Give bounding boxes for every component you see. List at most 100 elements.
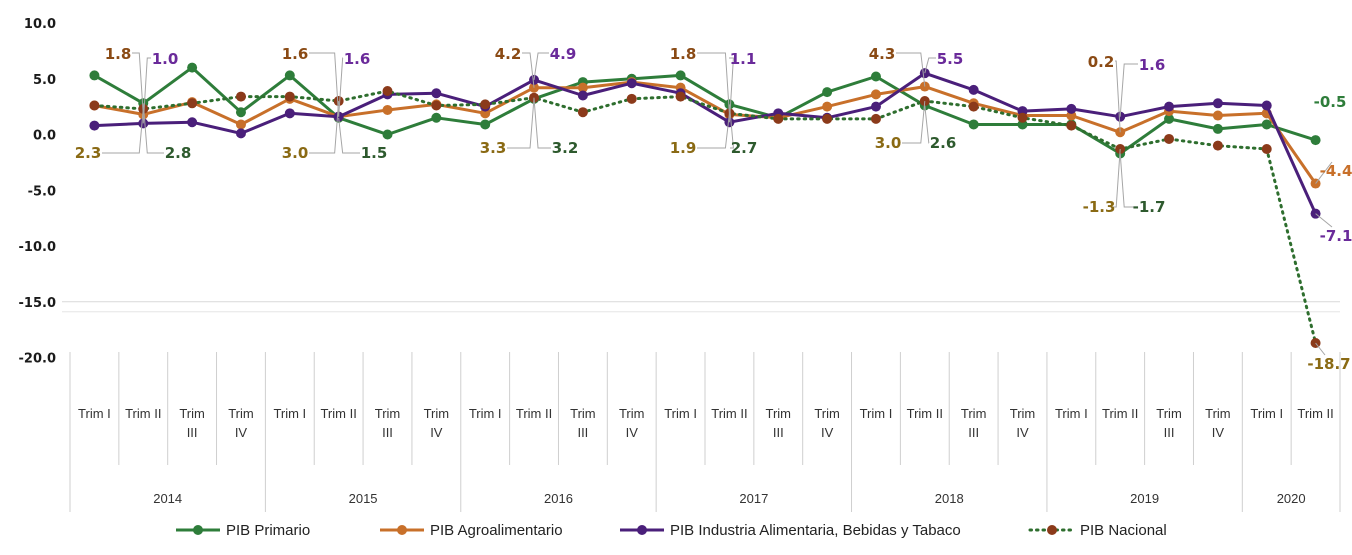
data-point — [870, 101, 881, 112]
data-label: 1.5 — [338, 117, 388, 162]
data-label: 1.8 — [105, 45, 144, 115]
data-point — [626, 78, 637, 89]
legend-label: PIB Nacional — [1080, 522, 1167, 539]
data-label-text: 2.6 — [930, 134, 957, 152]
data-point — [675, 91, 686, 102]
data-label: 1.6 — [1119, 56, 1165, 117]
category-axis: Trim I Trim II Trim III Trim IV Trim I Trim II T… — [69, 352, 1341, 512]
data-point — [577, 107, 588, 118]
quarter-label: Trim II — [1102, 406, 1138, 421]
data-label-text: -4.4 — [1320, 162, 1352, 180]
data-point — [284, 108, 295, 119]
leader-line — [309, 52, 340, 117]
data-point — [577, 82, 588, 93]
data-label-text: 3.3 — [480, 139, 507, 157]
quarter-label: IV — [235, 425, 248, 440]
data-label-text: 1.6 — [344, 50, 371, 68]
data-label: 2.6 — [924, 105, 957, 152]
data-label-text: 2.7 — [731, 139, 758, 157]
data-label: -18.7 — [1307, 342, 1351, 373]
data-point — [822, 87, 833, 98]
data-label-text: -7.1 — [1320, 227, 1352, 245]
leader-line — [1113, 148, 1121, 208]
quarter-label: III — [773, 425, 784, 440]
data-label-text: -1.3 — [1083, 198, 1116, 216]
data-point — [382, 86, 393, 97]
data-label: 3.0 — [875, 101, 926, 152]
data-label-text: 3.0 — [282, 144, 309, 162]
leader-line — [1119, 63, 1138, 117]
series-line — [94, 71, 1317, 215]
series-line — [94, 80, 1317, 185]
data-point — [968, 119, 979, 130]
data-label: -4.4 — [1315, 161, 1352, 184]
data-point — [480, 119, 491, 130]
data-point — [1164, 133, 1175, 144]
legend-item: PIB Industria Alimentaria, Bebidas y Tab… — [620, 522, 961, 539]
data-label: 3.0 — [282, 101, 340, 162]
data-point — [235, 128, 246, 139]
data-label-text: 0.2 — [1088, 53, 1115, 71]
data-label-text: 1.6 — [282, 45, 309, 63]
data-label: 5.5 — [924, 50, 964, 74]
data-point — [577, 90, 588, 101]
data-point — [480, 99, 491, 110]
leader-line — [338, 117, 360, 154]
quarter-label: III — [1164, 425, 1175, 440]
data-point — [968, 101, 979, 112]
quarter-label: Trim II — [320, 406, 356, 421]
data-label: -1.3 — [1083, 148, 1121, 216]
data-label-text: -0.5 — [1314, 93, 1347, 111]
data-label-text: 1.9 — [670, 139, 697, 157]
year-label: 2018 — [935, 491, 964, 506]
data-point — [1066, 120, 1077, 131]
data-point — [1017, 112, 1028, 123]
quarter-label: Trim — [814, 406, 840, 421]
data-labels: 1.8 1.0 2.3 2.8 1.6 1.6 3.0 1.5 4.2 4.9 3.3 3.2 1.8 1… — [75, 45, 1352, 373]
data-label: -7.1 — [1315, 213, 1352, 245]
data-label-text: 1.5 — [361, 144, 388, 162]
leader-line — [338, 57, 344, 117]
leader-line — [728, 104, 734, 149]
leader-line — [697, 113, 730, 149]
data-label-text: 1.0 — [152, 50, 179, 68]
leader-line — [132, 52, 144, 115]
data-point — [968, 84, 979, 95]
data-label: 1.8 — [670, 45, 730, 115]
data-point — [431, 88, 442, 99]
quarter-label: Trim — [619, 406, 645, 421]
data-point — [870, 89, 881, 100]
data-label: 1.6 — [338, 50, 371, 117]
data-point — [138, 118, 149, 129]
quarter-label: Trim — [1156, 406, 1182, 421]
y-tick-label: 0.0 — [33, 129, 56, 144]
data-point — [870, 113, 881, 124]
year-label: 2014 — [153, 491, 182, 506]
quarter-label: Trim — [1010, 406, 1036, 421]
data-point — [89, 70, 100, 81]
data-label-text: 1.1 — [730, 50, 757, 68]
leader-line — [697, 52, 730, 115]
data-point — [382, 104, 393, 115]
year-label: 2015 — [349, 491, 378, 506]
data-point — [626, 93, 637, 104]
axes: 10.0 5.0 0.0 -5.0 -10.0 -15.0 -20.0 — [19, 17, 1340, 367]
quarter-label: Trim — [961, 406, 987, 421]
data-label: 4.2 — [495, 45, 535, 88]
quarter-label: Trim I — [860, 406, 893, 421]
quarter-label: Trim II — [1297, 406, 1333, 421]
series-1 — [89, 77, 1321, 189]
data-label-text: 2.8 — [165, 144, 192, 162]
data-point — [382, 129, 393, 140]
data-label-text: 5.5 — [937, 50, 964, 68]
leader-line — [896, 52, 926, 87]
data-point — [1212, 110, 1223, 121]
data-point — [89, 120, 100, 131]
quarter-label: Trim — [179, 406, 205, 421]
data-label: 2.3 — [75, 108, 144, 162]
series-lines — [89, 62, 1321, 349]
data-label: 4.9 — [533, 45, 576, 80]
series-0 — [89, 62, 1321, 159]
